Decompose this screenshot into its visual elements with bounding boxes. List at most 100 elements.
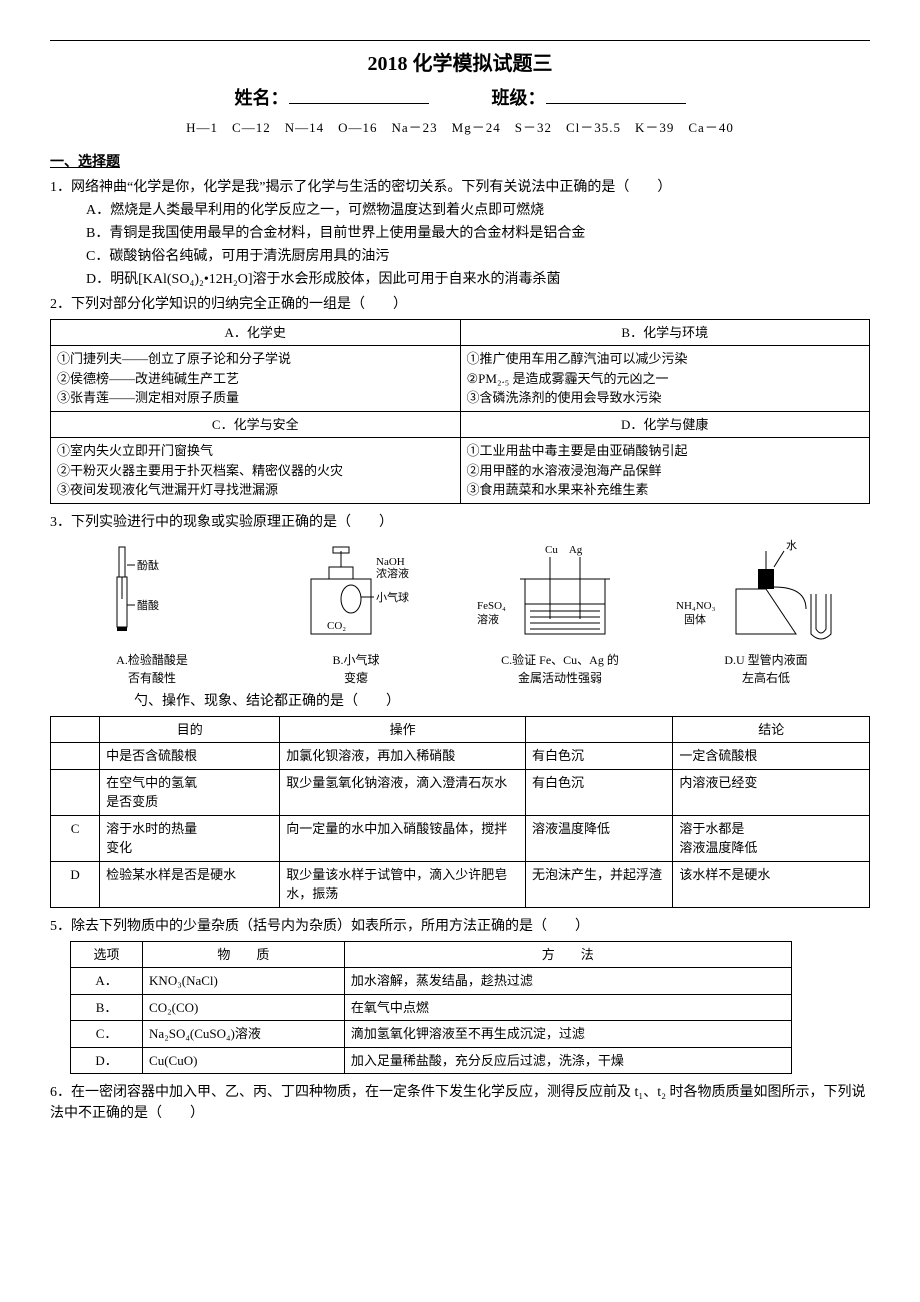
top-rule xyxy=(50,40,870,41)
q3-diagram-a: 酚酞 醋酸 A.检验醋酸是 否有酸性 xyxy=(50,539,254,687)
q5-b-f: 在氧气中点燃 xyxy=(344,994,791,1021)
q2-cell-a: ①门捷列夫——创立了原子论和分子学说 ②侯德榜——改进纯碱生产工艺 ③张青莲——… xyxy=(51,346,461,412)
diagram-c-svg: Cu Ag FeSO₄ 溶液 xyxy=(475,539,645,649)
question-4: 勺、操作、现象、结论都正确的是（ ） 目的 操作 结论 中是否含硫酸根 加氯化钡… xyxy=(50,691,870,908)
q4-d-4: 该水样不是硬水 xyxy=(673,861,870,907)
diagram-d-svg: 水 NH₄NO₃ 固体 xyxy=(666,539,866,649)
q5-a-m: KNO₃(NaCl) xyxy=(143,968,345,995)
q5-row-d: D． Cu(CuO) 加入足量稀盐酸，充分反应后过滤，洗涤，干燥 xyxy=(71,1047,792,1074)
q4-c-2: 向一定量的水中加入硝酸铵晶体，搅拌 xyxy=(280,815,526,861)
q5-a-s: A． xyxy=(71,968,143,995)
q4-row-a: 中是否含硫酸根 加氯化钡溶液，再加入稀硝酸 有白色沉 一定含硫酸根 xyxy=(51,743,870,770)
q4-c-4: 溶于水都是 溶液温度降低 xyxy=(673,815,870,861)
q4-c-3: 溶液温度降低 xyxy=(526,815,673,861)
q3-diagram-b: NaOH 浓溶液 小气球 CO₂ B.小气球 变瘪 xyxy=(254,539,458,687)
q3-diagrams: 酚酞 醋酸 A.检验醋酸是 否有酸性 NaOH 浓溶液 小气球 CO₂ xyxy=(50,539,870,687)
q4-h2: 操作 xyxy=(280,716,526,743)
name-class-line: 姓名： 班级： xyxy=(50,85,870,112)
q2-stem: 2．下列对部分化学知识的归纳完全正确的一组是（ ） xyxy=(50,294,870,315)
svg-text:小气球: 小气球 xyxy=(376,590,409,604)
question-6: 6．在一密闭容器中加入甲、乙、丙、丁四种物质，在一定条件下发生化学反应，测得反应… xyxy=(50,1082,870,1124)
question-2: 2．下列对部分化学知识的归纳完全正确的一组是（ ） A．化学史 B．化学与环境 … xyxy=(50,294,870,504)
q5-stem: 5．除去下列物质中的少量杂质（括号内为杂质）如表所示，所用方法正确的是（ ） xyxy=(50,916,870,937)
q3-diagram-d: 水 NH₄NO₃ 固体 D.U 型管内液面 左高右低 xyxy=(662,539,870,687)
q4-a-3: 有白色沉 xyxy=(526,743,673,770)
q3-cap-d: D.U 型管内液面 左高右低 xyxy=(666,651,866,687)
q1-stem: 1．网络神曲“化学是你，化学是我”揭示了化学与生活的密切关系。下列有关说法中正确… xyxy=(50,177,870,198)
q5-d-s: D． xyxy=(71,1047,143,1074)
q4-d-3: 无泡沫产生，并起浮渣 xyxy=(526,861,673,907)
page-title: 2018 化学模拟试题三 xyxy=(50,49,870,79)
q5-b-m: CO₂(CO) xyxy=(143,994,345,1021)
q4-c-1: 溶于水时的热量 变化 xyxy=(100,815,280,861)
q2-c1: ①室内失火立即开门窗换气 xyxy=(57,441,454,461)
q3-cap-a: A.检验醋酸是 否有酸性 xyxy=(54,651,250,687)
q5-row-c: C． Na₂SO₄(CuSO₄)溶液 滴加氢氧化钾溶液至不再生成沉淀，过滤 xyxy=(71,1021,792,1048)
q4-d-2: 取少量该水样于试管中，滴入少许肥皂水，振荡 xyxy=(280,861,526,907)
q4-row-c: C 溶于水时的热量 变化 向一定量的水中加入硝酸铵晶体，搅拌 溶液温度降低 溶于… xyxy=(51,815,870,861)
q5-h3: 方 法 xyxy=(344,941,791,968)
q5-h2: 物 质 xyxy=(143,941,345,968)
question-5: 5．除去下列物质中的少量杂质（括号内为杂质）如表所示，所用方法正确的是（ ） 选… xyxy=(50,916,870,1075)
q2-d2: ②用甲醛的水溶液浸泡海产品保鲜 xyxy=(467,461,864,481)
q4-row-b: 在空气中的氢氧 是否变质 取少量氢氧化钠溶液，滴入澄清石灰水 有白色沉 内溶液已… xyxy=(51,769,870,815)
q5-table: 选项 物 质 方 法 A． KNO₃(NaCl) 加水溶解，蒸发结晶，趁热过滤 … xyxy=(70,941,792,1075)
question-1: 1．网络神曲“化学是你，化学是我”揭示了化学与生活的密切关系。下列有关说法中正确… xyxy=(50,177,870,290)
name-label: 姓名： xyxy=(235,88,289,108)
q2-head-d: D．化学与健康 xyxy=(460,411,870,438)
svg-text:固体: 固体 xyxy=(684,612,706,626)
diagram-a-svg: 酚酞 醋酸 xyxy=(97,539,207,649)
q5-row-a: A． KNO₃(NaCl) 加水溶解，蒸发结晶，趁热过滤 xyxy=(71,968,792,995)
q5-c-s: C． xyxy=(71,1021,143,1048)
q4-stem: 勺、操作、现象、结论都正确的是（ ） xyxy=(50,691,870,712)
q4-a-1: 中是否含硫酸根 xyxy=(100,743,280,770)
q2-cell-c: ①室内失火立即开门窗换气 ②干粉灭火器主要用于扑灭档案、精密仪器的火灾 ③夜间发… xyxy=(51,438,461,504)
svg-text:NH₄NO₃: NH₄NO₃ xyxy=(676,600,716,612)
svg-text:溶液: 溶液 xyxy=(477,612,499,626)
q2-head-b: B．化学与环境 xyxy=(460,319,870,346)
q4-h0 xyxy=(51,716,100,743)
class-blank[interactable] xyxy=(546,85,686,104)
q4-table: 目的 操作 结论 中是否含硫酸根 加氯化钡溶液，再加入稀硝酸 有白色沉 一定含硫… xyxy=(50,716,870,908)
q1-opt-b: B．青铜是我国使用最早的合金材料，目前世界上使用量最大的合金材料是铝合金 xyxy=(86,223,870,244)
q2-head-a: A．化学史 xyxy=(51,319,461,346)
svg-text:浓溶液: 浓溶液 xyxy=(376,566,409,580)
q3-diagram-c: Cu Ag FeSO₄ 溶液 C.验证 Fe、Cu、Ag 的 金属活动性强弱 xyxy=(458,539,662,687)
q4-b-1: 在空气中的氢氧 是否变质 xyxy=(100,769,280,815)
q2-head-c: C．化学与安全 xyxy=(51,411,461,438)
question-3: 3．下列实验进行中的现象或实验原理正确的是（ ） 酚酞 醋酸 A.检验醋酸是 否… xyxy=(50,512,870,687)
q4-c-0: C xyxy=(51,815,100,861)
q4-b-4: 内溶液已经变 xyxy=(673,769,870,815)
q2-a1: ①门捷列夫——创立了原子论和分子学说 xyxy=(57,349,454,369)
q2-d1: ①工业用盐中毒主要是由亚硝酸钠引起 xyxy=(467,441,864,461)
svg-text:NaOH: NaOH xyxy=(376,556,405,568)
q3-stem: 3．下列实验进行中的现象或实验原理正确的是（ ） xyxy=(50,512,870,533)
q6-stem: 6．在一密闭容器中加入甲、乙、丙、丁四种物质，在一定条件下发生化学反应，测得反应… xyxy=(50,1082,870,1124)
q5-b-s: B． xyxy=(71,994,143,1021)
q5-c-f: 滴加氢氧化钾溶液至不再生成沉淀，过滤 xyxy=(344,1021,791,1048)
q4-d-0: D xyxy=(51,861,100,907)
q5-d-m: Cu(CuO) xyxy=(143,1047,345,1074)
q5-h1: 选项 xyxy=(71,941,143,968)
svg-text:FeSO₄: FeSO₄ xyxy=(477,600,506,612)
q4-h1: 目的 xyxy=(100,716,280,743)
q4-h3 xyxy=(526,716,673,743)
svg-text:醋酸: 醋酸 xyxy=(137,598,159,612)
q2-cell-d: ①工业用盐中毒主要是由亚硝酸钠引起 ②用甲醛的水溶液浸泡海产品保鲜 ③食用蔬菜和… xyxy=(460,438,870,504)
q4-a-4: 一定含硫酸根 xyxy=(673,743,870,770)
q2-c3: ③夜间发现液化气泄漏开灯寻找泄漏源 xyxy=(57,480,454,500)
q4-a-2: 加氯化钡溶液，再加入稀硝酸 xyxy=(280,743,526,770)
q1-opt-c: C．碳酸钠俗名纯碱，可用于清洗厨房用具的油污 xyxy=(86,246,870,267)
q2-b2: ②PM₂.₅ 是造成雾霾天气的元凶之一 xyxy=(467,369,864,389)
q5-a-f: 加水溶解，蒸发结晶，趁热过滤 xyxy=(344,968,791,995)
q5-d-f: 加入足量稀盐酸，充分反应后过滤，洗涤，干燥 xyxy=(344,1047,791,1074)
q2-table: A．化学史 B．化学与环境 ①门捷列夫——创立了原子论和分子学说 ②侯德榜——改… xyxy=(50,319,870,504)
q2-a2: ②侯德榜——改进纯碱生产工艺 xyxy=(57,369,454,389)
class-label: 班级： xyxy=(492,88,546,108)
q4-h4: 结论 xyxy=(673,716,870,743)
q5-row-b: B． CO₂(CO) 在氧气中点燃 xyxy=(71,994,792,1021)
q4-d-1: 检验某水样是否是硬水 xyxy=(100,861,280,907)
svg-text:CO₂: CO₂ xyxy=(327,620,346,632)
name-blank[interactable] xyxy=(289,85,429,104)
svg-text:Cu Ag: Cu Ag xyxy=(545,544,583,556)
